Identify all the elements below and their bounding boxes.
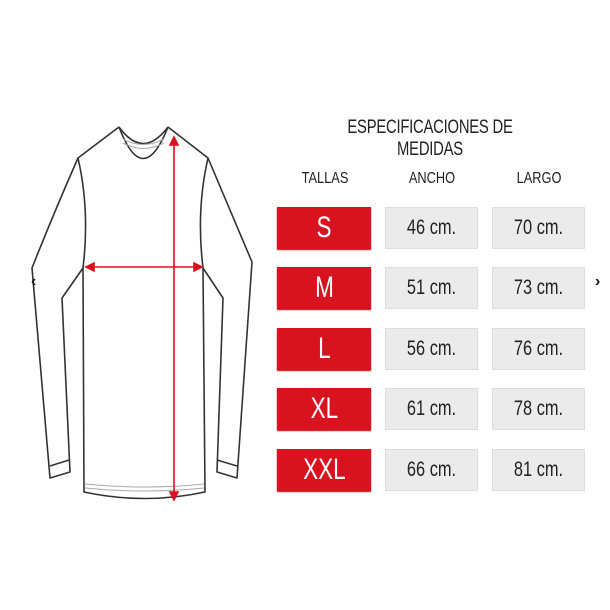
page-title: ESPECIFICACIONES DE MEDIDAS bbox=[347, 117, 513, 160]
length-value: 81 cm. bbox=[513, 458, 564, 481]
size-cell: S bbox=[277, 207, 371, 249]
width-value: 61 cm. bbox=[406, 397, 457, 420]
next-arrow-icon[interactable]: › bbox=[595, 273, 601, 290]
length-value: 70 cm. bbox=[513, 216, 564, 239]
length-cell: 70 cm. bbox=[492, 207, 585, 249]
length-value: 78 cm. bbox=[513, 397, 564, 420]
size-cell: XL bbox=[277, 388, 371, 430]
width-value: 66 cm. bbox=[406, 458, 457, 481]
size-label: XXL bbox=[302, 453, 346, 486]
length-cell: 78 cm. bbox=[492, 388, 585, 430]
width-cell: 51 cm. bbox=[385, 267, 478, 309]
size-cell: XXL bbox=[277, 449, 371, 491]
size-label: XL bbox=[310, 392, 338, 425]
width-cell: 61 cm. bbox=[385, 388, 478, 430]
prev-arrow-icon[interactable]: ‹ bbox=[31, 273, 37, 290]
length-value: 73 cm. bbox=[513, 276, 564, 299]
width-value: 56 cm. bbox=[406, 337, 457, 360]
width-cell: 56 cm. bbox=[385, 328, 478, 370]
length-cell: 76 cm. bbox=[492, 328, 585, 370]
header-largo: LARGO bbox=[516, 170, 562, 187]
width-cell: 66 cm. bbox=[385, 449, 478, 491]
header-ancho: ANCHO bbox=[408, 170, 456, 187]
size-cell: M bbox=[277, 267, 371, 309]
size-cell: L bbox=[277, 328, 371, 370]
size-label: M bbox=[314, 271, 334, 304]
measure-arrows bbox=[84, 135, 204, 502]
size-label: L bbox=[317, 332, 331, 365]
length-value: 76 cm. bbox=[513, 337, 564, 360]
length-cell: 73 cm. bbox=[492, 267, 585, 309]
length-cell: 81 cm. bbox=[492, 449, 585, 491]
size-label: S bbox=[316, 211, 332, 244]
shirt-outline bbox=[31, 126, 253, 500]
width-cell: 46 cm. bbox=[385, 207, 478, 249]
width-value: 46 cm. bbox=[406, 216, 457, 239]
header-tallas: TALLAS bbox=[301, 170, 349, 187]
width-value: 51 cm. bbox=[406, 276, 457, 299]
